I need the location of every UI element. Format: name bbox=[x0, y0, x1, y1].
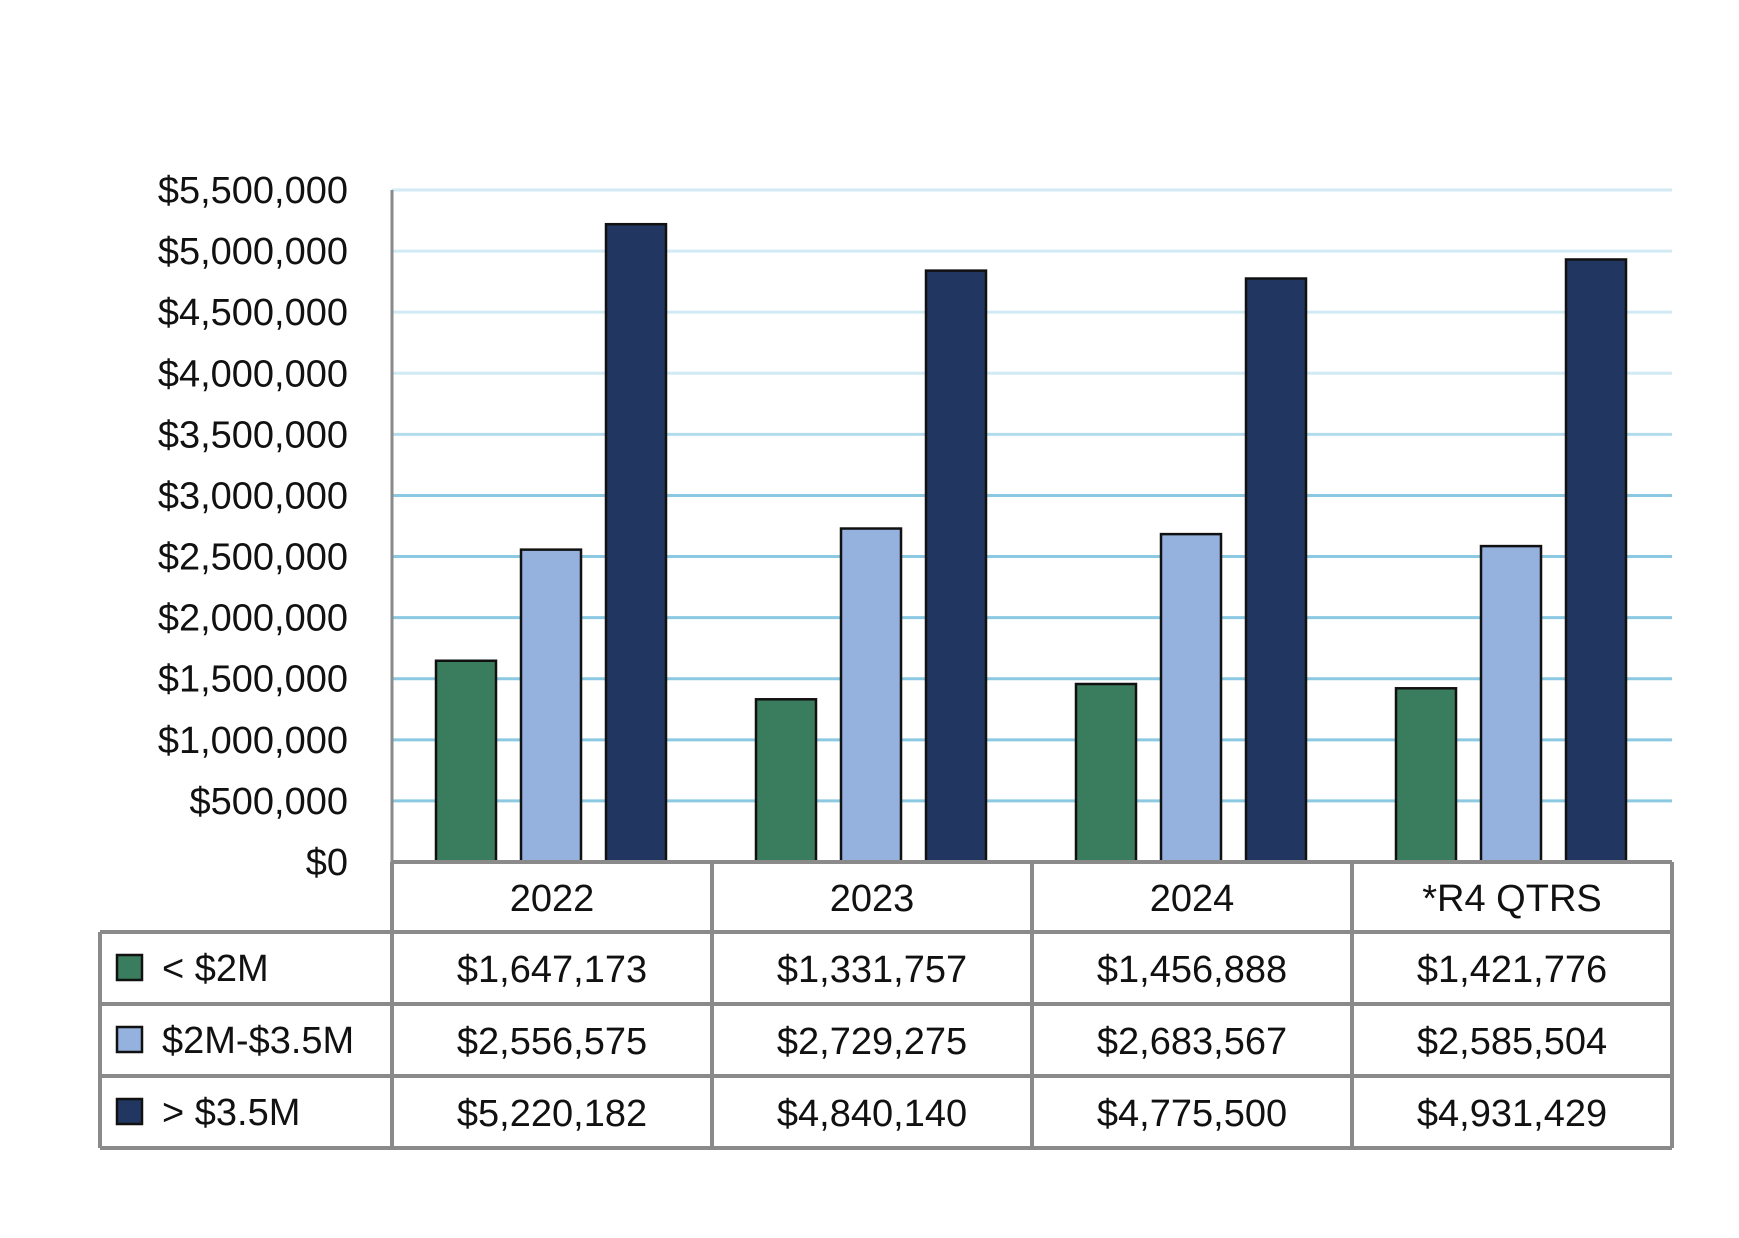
bar bbox=[1244, 277, 1308, 864]
y-tick-label: $2,500,000 bbox=[158, 537, 348, 579]
legend-swatch bbox=[115, 1025, 144, 1054]
y-tick-label: $4,000,000 bbox=[158, 353, 348, 395]
data-label: $2,556,575 bbox=[457, 1021, 647, 1063]
y-tick-label: $5,000,000 bbox=[158, 231, 348, 273]
data-label: $4,840,140 bbox=[777, 1093, 967, 1135]
bar bbox=[924, 269, 988, 864]
data-label: $2,585,504 bbox=[1417, 1021, 1607, 1063]
legend-swatch bbox=[115, 953, 144, 982]
legend-label: < $2M bbox=[162, 948, 269, 990]
y-tick-label: $1,500,000 bbox=[158, 659, 348, 701]
x-category-label: 2023 bbox=[830, 878, 915, 920]
y-tick-label: $3,000,000 bbox=[158, 475, 348, 517]
data-label: $4,931,429 bbox=[1417, 1093, 1607, 1135]
x-category-label: 2024 bbox=[1150, 878, 1235, 920]
x-category-label: *R4 QTRS bbox=[1422, 878, 1601, 920]
bar bbox=[839, 527, 903, 864]
bar bbox=[434, 659, 498, 864]
y-tick-label: $4,500,000 bbox=[158, 292, 348, 334]
data-label: $1,456,888 bbox=[1097, 949, 1287, 991]
data-label: $5,220,182 bbox=[457, 1093, 647, 1135]
bar bbox=[1159, 532, 1223, 864]
y-tick-label: $1,000,000 bbox=[158, 720, 348, 762]
legend-label: > $3.5M bbox=[162, 1092, 300, 1134]
y-tick-label: $2,000,000 bbox=[158, 598, 348, 640]
data-label: $2,683,567 bbox=[1097, 1021, 1287, 1063]
bar bbox=[519, 548, 583, 864]
legend-label: $2M-$3.5M bbox=[162, 1020, 354, 1062]
bar bbox=[1479, 544, 1543, 864]
y-tick-label: $0 bbox=[306, 842, 348, 884]
y-tick-label: $3,500,000 bbox=[158, 414, 348, 456]
bar bbox=[1074, 682, 1138, 864]
legend-swatch bbox=[115, 1097, 144, 1126]
bar bbox=[754, 698, 818, 864]
data-label: $1,331,757 bbox=[777, 949, 967, 991]
y-tick-label: $5,500,000 bbox=[158, 170, 348, 212]
x-category-label: 2022 bbox=[510, 878, 595, 920]
bar bbox=[1564, 258, 1628, 864]
y-tick-label: $500,000 bbox=[190, 781, 349, 823]
data-label: $1,421,776 bbox=[1417, 949, 1607, 991]
bar bbox=[604, 222, 668, 864]
data-label: $2,729,275 bbox=[777, 1021, 967, 1063]
data-label: $4,775,500 bbox=[1097, 1093, 1287, 1135]
data-label: $1,647,173 bbox=[457, 949, 647, 991]
bar bbox=[1394, 687, 1458, 864]
